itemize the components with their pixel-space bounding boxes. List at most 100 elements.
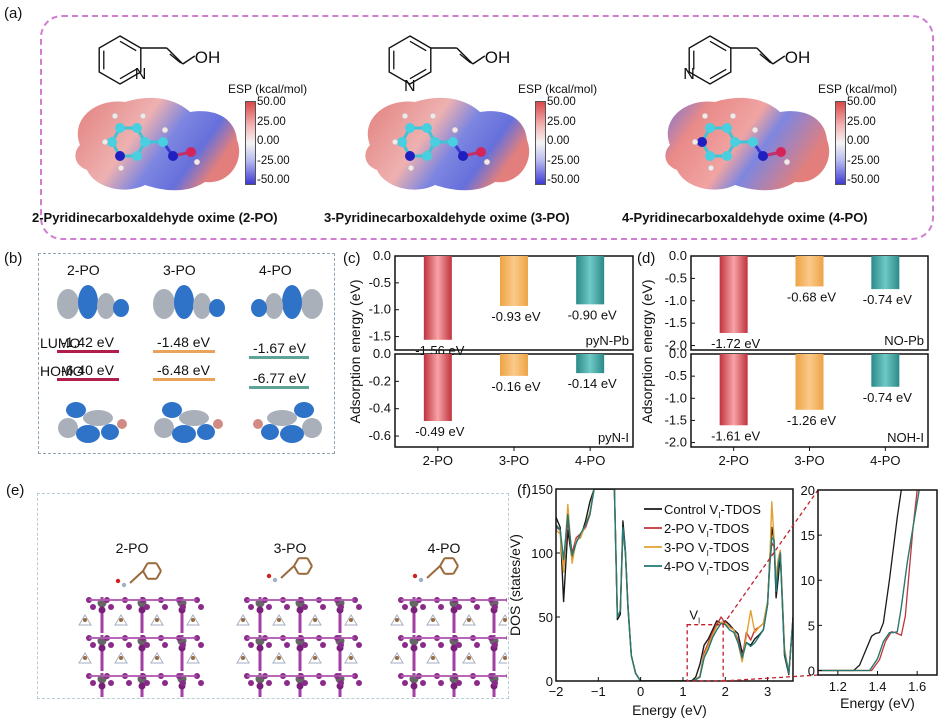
i-atom xyxy=(138,682,146,690)
molecule-bond xyxy=(426,565,441,579)
hydrogen-atom xyxy=(751,126,759,134)
carbon-atom xyxy=(430,137,440,147)
orbital-lobe xyxy=(213,419,223,429)
orbital-lobe xyxy=(154,418,174,438)
hydrogen-atom xyxy=(117,164,125,172)
slab-3-PO xyxy=(236,557,362,697)
molecule-bond xyxy=(280,565,295,579)
lumo-orbital-3-PO xyxy=(153,285,225,319)
n-atom xyxy=(272,577,278,583)
i-atom xyxy=(198,642,204,648)
chain-double-bond xyxy=(759,53,772,64)
y-tick-label: -0.4 xyxy=(369,401,391,416)
i-atom xyxy=(108,642,114,648)
i-atom xyxy=(474,680,480,686)
ring-bond xyxy=(688,35,732,85)
i-atom xyxy=(338,680,344,686)
i-atom xyxy=(162,604,168,610)
i-atom xyxy=(256,644,264,652)
orbital-lobe xyxy=(253,419,263,429)
dos-line-4-PO xyxy=(556,489,793,681)
bar-value-label: -0.74 eV xyxy=(863,292,912,307)
i-atom xyxy=(248,680,254,686)
i-atom xyxy=(266,642,272,648)
legend-label: Control VI-TDOS xyxy=(664,502,761,520)
carbon-atom xyxy=(730,137,740,147)
i-atom xyxy=(248,604,254,610)
n-atom xyxy=(121,582,127,588)
i-atom xyxy=(438,642,444,648)
fa-cation xyxy=(390,614,404,626)
i-atom xyxy=(90,642,96,648)
y-tick-label: -1.0 xyxy=(665,293,687,308)
orbital-lobe xyxy=(76,425,100,443)
x-tick-label: 4-PO xyxy=(870,453,900,468)
x-tick-label: 3-PO xyxy=(499,453,529,468)
oxygen-atom xyxy=(186,147,196,157)
nitrogen-atom xyxy=(458,151,468,161)
panel-e-slabs: 2-PO 3-PO 4-PO xyxy=(78,540,507,697)
esp-tick-label: 25.00 xyxy=(847,115,876,128)
double-bond xyxy=(709,68,727,80)
esp-surface-4-PO xyxy=(665,97,830,191)
orbital-column-header: 4-PO xyxy=(259,262,292,278)
bar-3-PO-NO-Pb xyxy=(795,256,824,287)
i-atom xyxy=(320,604,326,610)
slab-4-PO xyxy=(390,557,507,697)
homo-level-line xyxy=(57,378,119,381)
orbital-lobe xyxy=(209,299,225,317)
molecule-name-4-PO: 4-Pyridinecarboxaldehyde oxime (4-PO) xyxy=(622,210,868,225)
esp-colorbar xyxy=(835,101,846,185)
y-tick-label: -0.5 xyxy=(665,368,687,383)
nitrogen-label: N xyxy=(683,66,695,83)
bar-2-PO-pyN-I xyxy=(423,354,452,422)
nitrogen-label: N xyxy=(135,66,147,83)
homo-value: -6.77 eV xyxy=(253,370,306,386)
molecule-bond xyxy=(142,570,149,580)
y-tick-label: 15 xyxy=(801,528,815,543)
homo-value: -6.48 eV xyxy=(157,362,210,378)
structure-3-PO: OH N xyxy=(388,35,510,95)
y-tick-label: -0.6 xyxy=(369,428,391,443)
chart-c-adsorption: 0.0-0.5-1.0-1.5-1.56 eV-0.93 eV -0.90 eVp… xyxy=(347,248,634,468)
nitrogen-atom xyxy=(168,151,178,161)
ring-bond xyxy=(388,35,432,85)
fa-cation xyxy=(150,614,164,626)
i-atom xyxy=(356,604,362,610)
i-atom xyxy=(144,604,150,610)
esp-tick-label: -50.00 xyxy=(847,174,880,186)
x-tick-label: 1.2 xyxy=(829,679,847,694)
i-atom xyxy=(456,680,462,686)
i-atom xyxy=(492,604,498,610)
y-tick-label: -1.5 xyxy=(665,315,687,330)
chain-bond xyxy=(472,55,486,65)
i-atom xyxy=(420,642,426,648)
slab-column-header: 2-PO xyxy=(116,540,149,556)
double-bond xyxy=(409,40,427,52)
slab-column-header: 4-PO xyxy=(428,540,461,556)
esp-colorbar xyxy=(245,101,256,185)
hydrogen-atom xyxy=(407,164,415,172)
carbon-atom xyxy=(705,123,715,133)
i-atom xyxy=(338,604,344,610)
lumo-level-line xyxy=(57,350,119,353)
i-atom xyxy=(144,680,150,686)
hydrogen-atom xyxy=(193,158,201,166)
x-tick-label: −1 xyxy=(591,684,606,699)
orbital-lobe xyxy=(197,424,215,440)
molecule-bond xyxy=(452,557,459,567)
orbital-lobe xyxy=(101,424,119,440)
carbon-atom xyxy=(115,123,125,133)
i-atom xyxy=(126,680,132,686)
i-atom xyxy=(492,680,498,686)
i-atom xyxy=(456,642,462,648)
c-atom xyxy=(431,656,435,660)
legend-label: 3-PO VI-TDOS xyxy=(664,540,750,558)
bar-value-label: -0.74 eV xyxy=(863,390,912,405)
lumo-level-line xyxy=(153,350,215,353)
x-tick-label: 3 xyxy=(764,684,771,699)
x-tick-label: 2-PO xyxy=(718,453,748,468)
oxygen-atom xyxy=(476,147,486,157)
i-atom xyxy=(266,680,272,686)
i-atom xyxy=(456,604,462,610)
